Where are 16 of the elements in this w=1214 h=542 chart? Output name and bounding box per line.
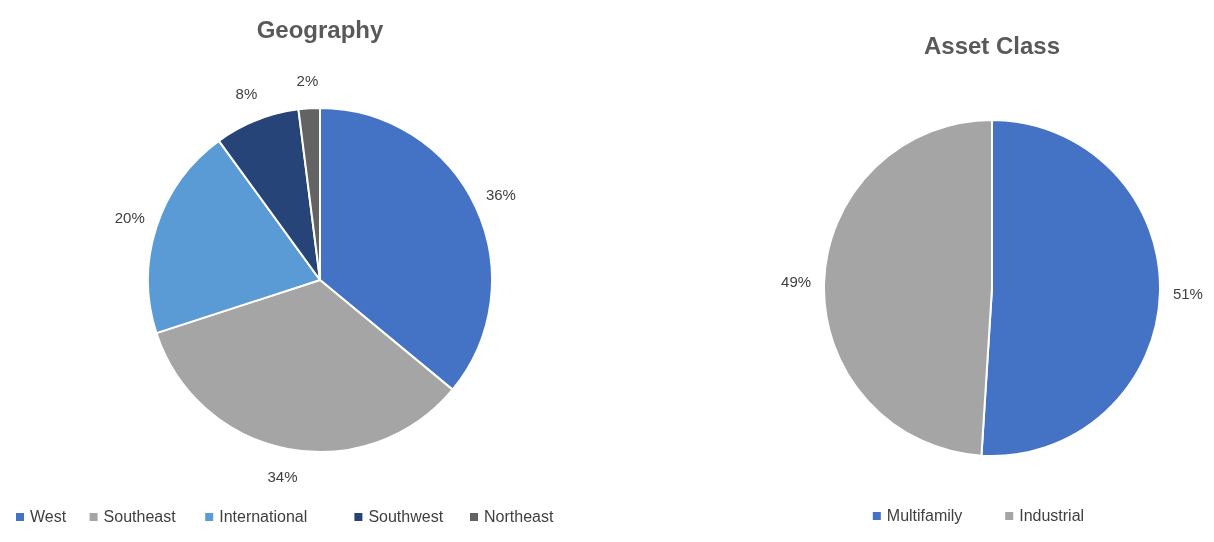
data-label: 2%: [296, 71, 319, 89]
data-label: 20%: [114, 209, 145, 227]
legend-label: Multifamily: [886, 507, 963, 524]
data-label: 36%: [485, 186, 516, 204]
legend-label: Southeast: [103, 508, 177, 525]
legend-label: Northeast: [484, 508, 554, 525]
legend-label: International: [219, 508, 308, 525]
legend-label: Southwest: [368, 508, 444, 525]
data-label: 49%: [781, 273, 812, 291]
data-label: 51%: [1172, 285, 1203, 303]
chart-title: Asset Class: [923, 32, 1061, 59]
legend-label: Industrial: [1019, 507, 1085, 524]
data-label: 34%: [267, 467, 298, 485]
data-label: 8%: [235, 85, 258, 103]
legend-label: West: [30, 508, 67, 525]
chart-title: Geography: [256, 16, 384, 43]
